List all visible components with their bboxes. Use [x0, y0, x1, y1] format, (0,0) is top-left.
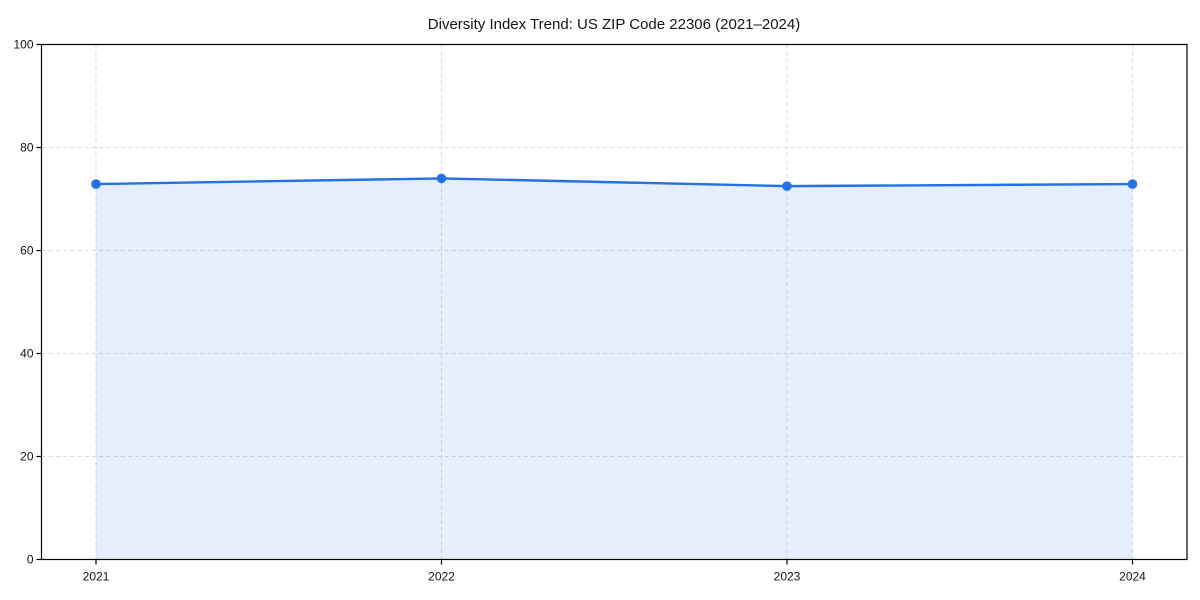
x-tick-label: 2023 [774, 570, 801, 584]
data-point-marker [436, 173, 447, 184]
data-point-marker [782, 181, 792, 191]
y-axis-ticks: 0 20 40 60 80 100 [13, 38, 42, 567]
x-tick-label: 2024 [1119, 570, 1146, 584]
x-tick-label: 2022 [428, 570, 455, 584]
data-point-marker [1127, 179, 1138, 189]
y-tick-label: 100 [13, 38, 33, 52]
y-tick-label: 20 [20, 450, 34, 464]
y-tick-label: 0 [27, 553, 34, 567]
trend-line [94, 177, 1134, 188]
x-axis-ticks: 2021 2022 2023 2024 [83, 559, 1146, 584]
axes-spines [40, 43, 1188, 561]
chart-title: Diversity Index Trend: US ZIP Code 22306… [428, 16, 800, 33]
plot-border [40, 43, 1188, 561]
y-tick-label: 80 [20, 141, 34, 155]
y-tick-label: 40 [20, 347, 34, 361]
x-tick-label: 2021 [83, 570, 110, 584]
data-point-marker [91, 179, 101, 189]
area-fill [96, 178, 1133, 560]
y-tick-label: 60 [20, 244, 34, 258]
data-points [91, 173, 1138, 191]
series-line [94, 177, 1134, 188]
series-area [96, 178, 1133, 560]
